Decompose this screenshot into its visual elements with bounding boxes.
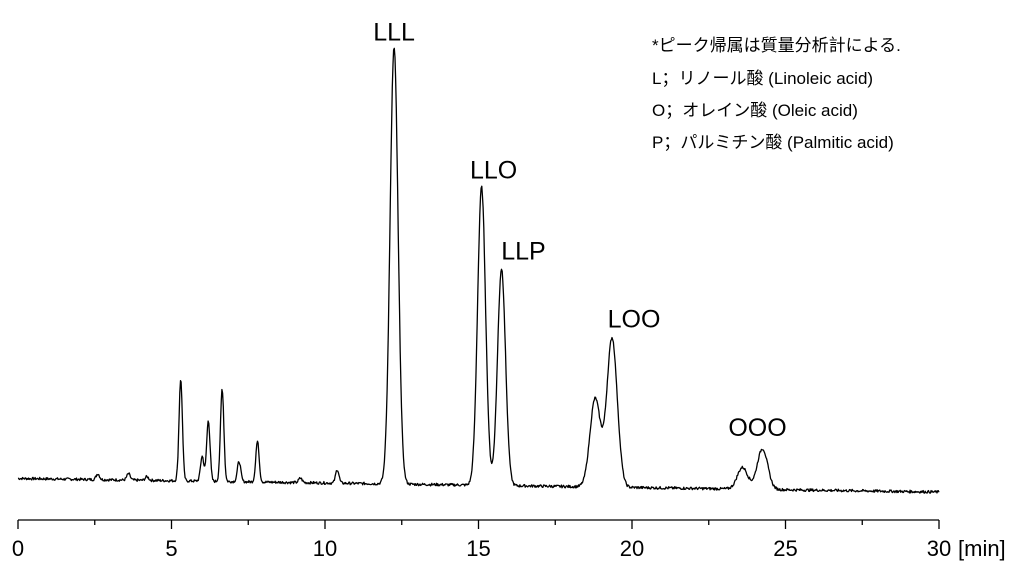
x-axis-ticks: 0 5 10 15 20 25 30	[12, 520, 951, 561]
x-tick-label: 0	[12, 536, 24, 561]
x-tick-label: 20	[620, 536, 644, 561]
peak-labels: LLL LLO LLP LOO OOO	[373, 18, 786, 442]
legend-note: *ピーク帰属は質量分析計による.	[652, 36, 901, 55]
x-tick-label: 5	[165, 536, 177, 561]
x-tick-label: 15	[466, 536, 490, 561]
legend-item-p: P；パルミチン酸 (Palmitic acid)	[652, 133, 894, 152]
peak-label-lll: LLL	[373, 18, 415, 46]
legend-item-l: L；リノール酸 (Linoleic acid)	[652, 69, 873, 88]
x-tick-label: 30	[927, 536, 951, 561]
legend: *ピーク帰属は質量分析計による. L；リノール酸 (Linoleic acid)…	[652, 36, 901, 152]
peak-label-llo: LLO	[470, 156, 517, 184]
peak-label-ooo: OOO	[728, 414, 786, 442]
x-tick-label: 10	[313, 536, 337, 561]
chromatogram-trace	[17, 47, 940, 494]
x-axis-unit: [min]	[958, 536, 1006, 561]
x-tick-label: 25	[773, 536, 797, 561]
peak-label-llp: LLP	[501, 238, 545, 266]
peak-label-loo: LOO	[608, 305, 661, 333]
legend-item-o: O；オレイン酸 (Oleic acid)	[652, 101, 858, 120]
